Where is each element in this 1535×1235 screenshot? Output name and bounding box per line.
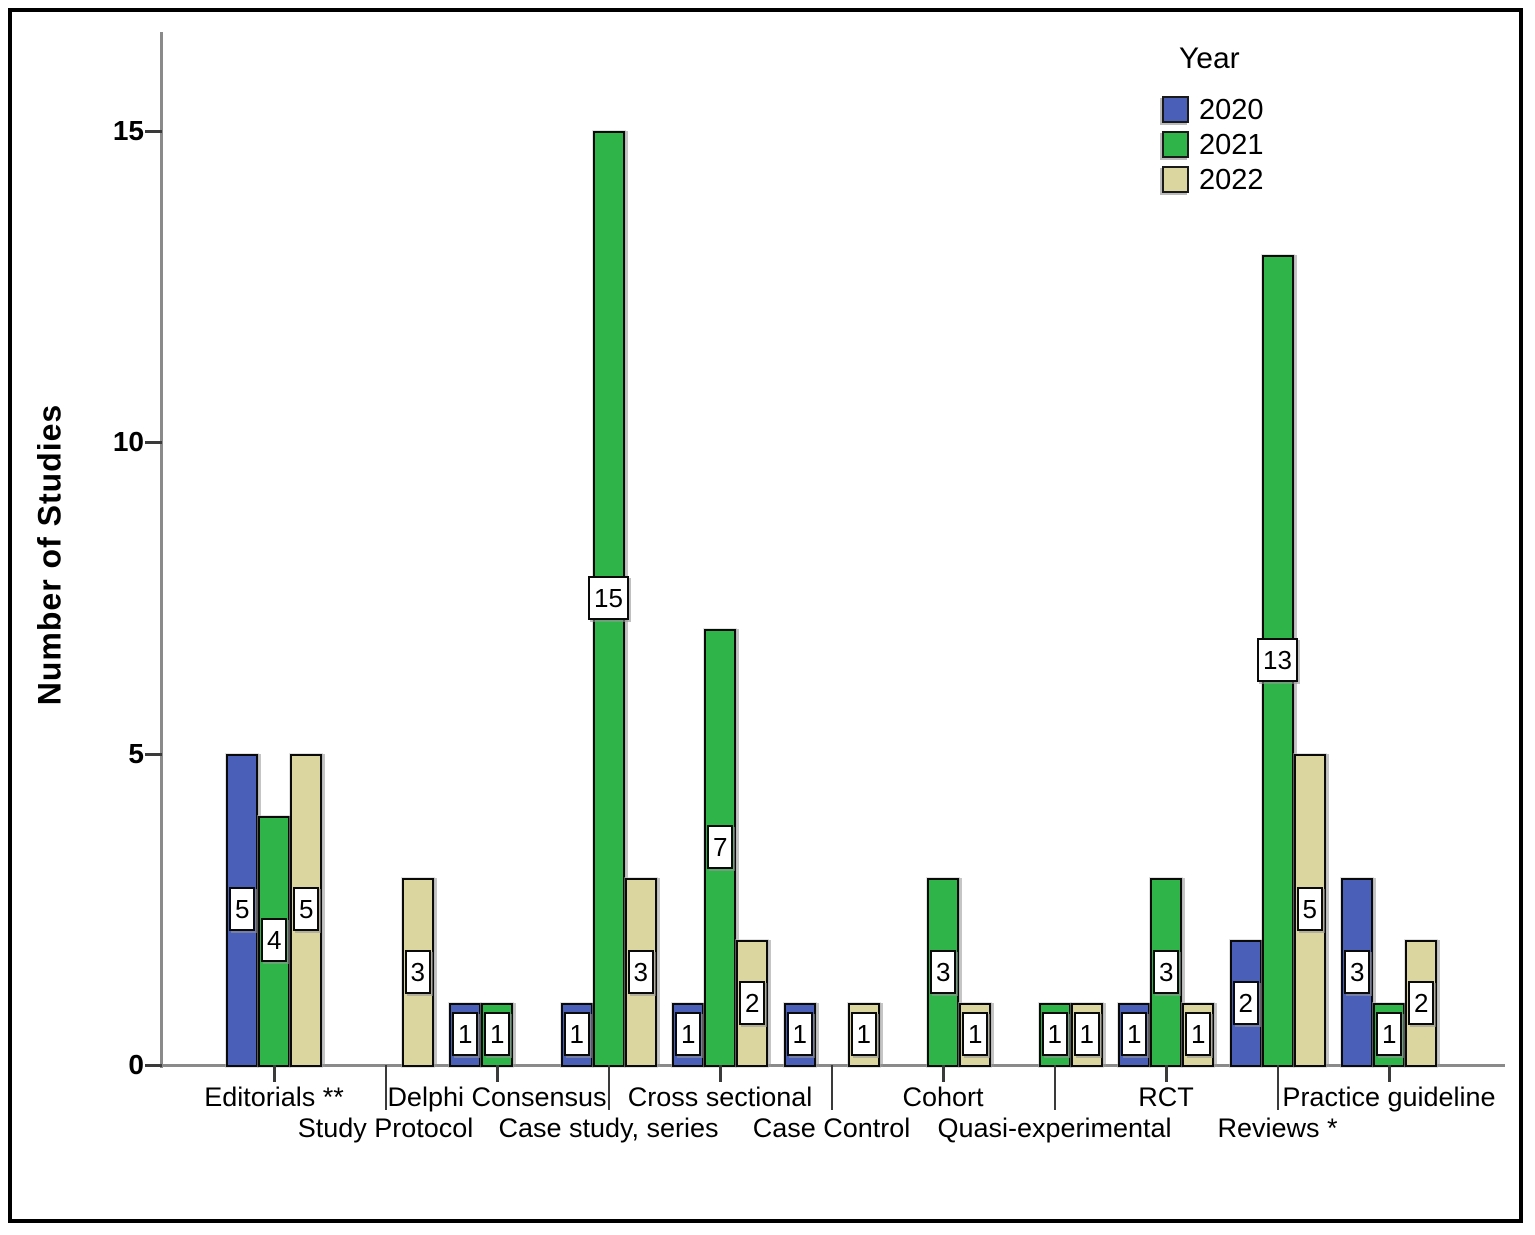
bar-value-label: 13 (1257, 638, 1298, 683)
x-category-label: Study Protocol (297, 1113, 474, 1143)
bar-value-label: 5 (293, 887, 320, 932)
clustered-bar-chart: Number of Studies Year 2020 2021 2022 0 5 10… (12, 12, 1519, 1219)
x-tick-mark (942, 1065, 945, 1082)
bar-value-label: 2 (1232, 980, 1259, 1025)
x-category-label: Cohort (902, 1082, 984, 1112)
figure-frame: Number of Studies Year 2020 2021 2022 0 5 10… (8, 8, 1523, 1223)
bar-value-label: 3 (1344, 949, 1371, 994)
bar-value-label: 1 (452, 1011, 479, 1056)
x-category-label: Case Control (752, 1113, 911, 1143)
legend-label: 2021 (1199, 129, 1264, 161)
bar-value-label: 1 (850, 1011, 877, 1056)
x-category-label: RCT (1138, 1082, 1194, 1112)
bar-value-label: 5 (1296, 887, 1323, 932)
x-tick-mark (273, 1065, 276, 1082)
bar-value-label: 1 (675, 1011, 702, 1056)
x-category-separator (1053, 1065, 1056, 1110)
bar-value-label: 1 (1073, 1011, 1100, 1056)
y-axis-line (160, 32, 163, 1068)
bar-value-label: 1 (1376, 1011, 1403, 1056)
legend-swatch-2021 (1162, 131, 1189, 158)
legend-label: 2020 (1199, 94, 1264, 126)
x-category-separator (384, 1065, 387, 1110)
x-category-label: Practice guideline (1282, 1082, 1496, 1112)
bar-value-label: 1 (1185, 1011, 1212, 1056)
x-category-label: Cross sectional (627, 1082, 813, 1112)
bar-value-label: 4 (261, 918, 288, 963)
y-tick-label: 0 (128, 1049, 144, 1080)
bar-value-label: 1 (563, 1011, 590, 1056)
legend-swatch-2020 (1162, 96, 1189, 123)
y-tick-label: 15 (112, 114, 144, 146)
bar-value-label: 15 (588, 575, 629, 620)
x-category-label: Delphi Consensus (387, 1082, 607, 1112)
y-tick-mark (145, 1064, 162, 1067)
y-tick-mark (145, 441, 162, 444)
y-tick-label: 10 (112, 426, 144, 457)
bar-value-label: 1 (962, 1011, 989, 1056)
bar-value-label: 5 (229, 887, 256, 932)
x-category-label: Quasi-experimental (937, 1113, 1172, 1143)
bar-value-label: 3 (930, 949, 957, 994)
y-axis-title: Number of Studies (31, 403, 68, 706)
bar-value-label: 2 (1408, 980, 1435, 1025)
x-category-label: Case study, series (498, 1113, 719, 1143)
x-tick-mark (496, 1065, 499, 1082)
bar-value-label: 2 (739, 980, 766, 1025)
y-tick-mark (145, 752, 162, 756)
y-tick-label: 5 (128, 737, 144, 769)
legend-label: 2022 (1199, 164, 1264, 196)
y-tick-mark (145, 129, 162, 133)
bar-value-label: 7 (707, 824, 734, 869)
bar-value-label: 3 (404, 949, 431, 994)
x-axis-line (160, 1064, 1505, 1067)
x-tick-mark (719, 1065, 722, 1082)
bar-value-label: 3 (1153, 949, 1180, 994)
x-category-separator (830, 1065, 833, 1110)
bar-value-label: 1 (484, 1011, 511, 1056)
legend-swatch-2022 (1162, 166, 1189, 193)
bar-value-label: 3 (627, 949, 654, 994)
x-category-separator (1276, 1065, 1279, 1110)
bar-value-label: 1 (1121, 1011, 1148, 1056)
x-category-separator (607, 1065, 610, 1110)
x-tick-mark (1165, 1065, 1168, 1082)
legend-title: Year (1179, 42, 1240, 75)
x-category-label: Reviews * (1217, 1113, 1338, 1143)
bar-value-label: 1 (786, 1011, 813, 1056)
x-tick-mark (1388, 1065, 1391, 1082)
x-category-label: Editorials ** (204, 1082, 344, 1112)
bar-value-label: 1 (1041, 1011, 1068, 1056)
